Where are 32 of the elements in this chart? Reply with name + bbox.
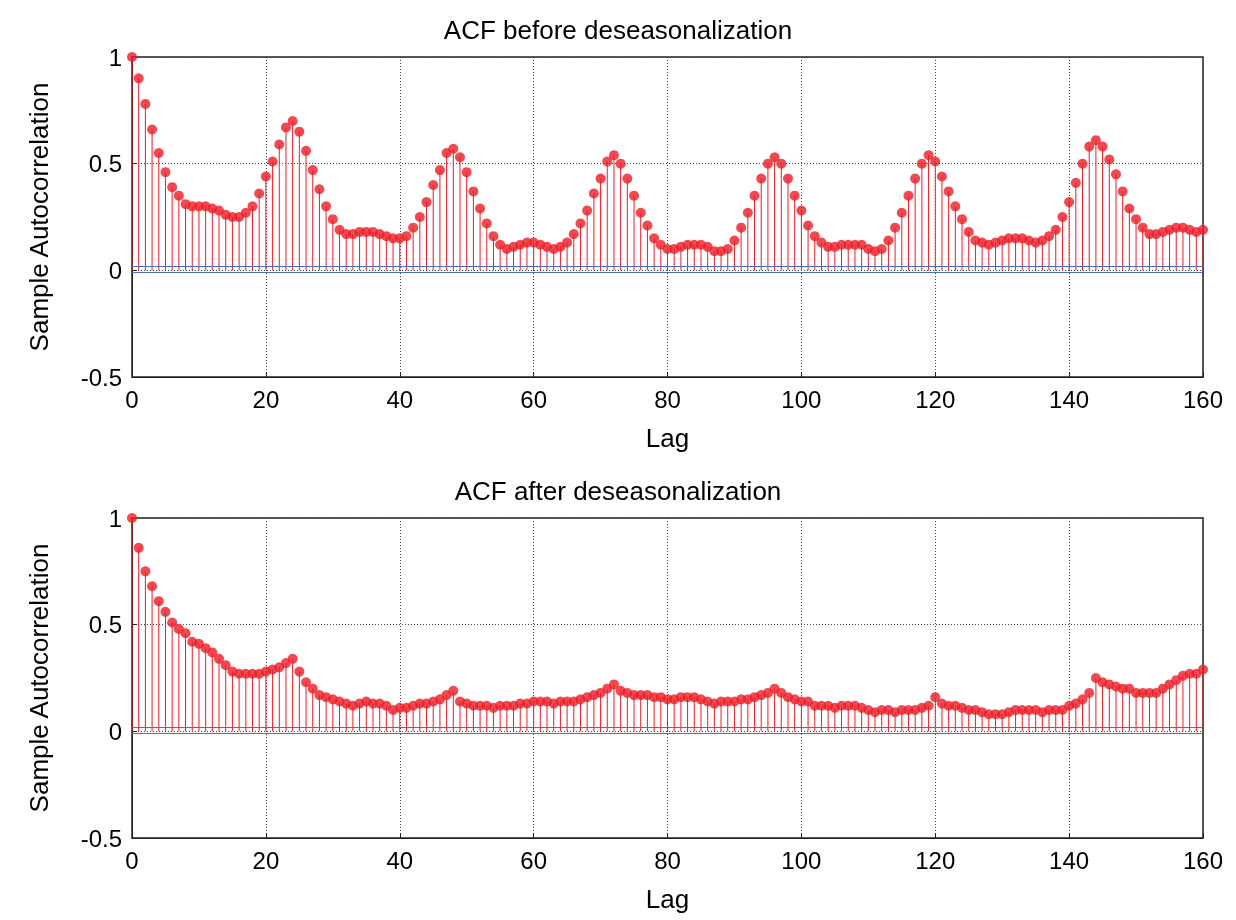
y-tick-label: 0.5 <box>88 611 122 639</box>
x-tick-label: 60 <box>520 385 547 413</box>
y-tick-label: 0 <box>108 256 122 284</box>
x-tick-label: 80 <box>654 385 681 413</box>
x-tick-label: 60 <box>520 846 547 874</box>
x-tick-label: 160 <box>1182 846 1224 874</box>
x-axis-title: Lag <box>645 884 690 914</box>
x-tick-label: 80 <box>654 846 681 874</box>
chart-title: ACF before deseasonalization <box>443 15 793 45</box>
x-tick-label: 40 <box>386 385 414 413</box>
y-tick-label: -0.5 <box>80 363 122 391</box>
y-tick-label: 0 <box>108 717 122 745</box>
x-tick-label: 100 <box>781 846 822 874</box>
y-axis-title: Sample Autocorrelation <box>24 543 54 813</box>
y-tick-label: -0.5 <box>80 824 122 852</box>
x-tick-label: 120 <box>915 846 956 874</box>
x-tick-label: 160 <box>1182 385 1224 413</box>
x-tick-label: 20 <box>252 385 280 413</box>
y-tick-label: 1 <box>108 43 122 71</box>
x-axis-title: Lag <box>645 423 690 453</box>
x-tick-label: 120 <box>915 385 956 413</box>
chart-title: ACF after deseasonalization <box>454 476 782 506</box>
x-tick-label: 20 <box>252 846 280 874</box>
x-tick-label: 100 <box>781 385 822 413</box>
x-tick-label: 0 <box>125 385 139 413</box>
x-tick-label: 140 <box>1049 846 1090 874</box>
y-axis-title: Sample Autocorrelation <box>24 82 54 352</box>
x-tick-label: 140 <box>1049 385 1090 413</box>
x-tick-label: 0 <box>125 846 139 874</box>
x-tick-label: 40 <box>386 846 414 874</box>
y-tick-label: 1 <box>108 504 122 532</box>
y-tick-label: 0.5 <box>88 150 122 178</box>
